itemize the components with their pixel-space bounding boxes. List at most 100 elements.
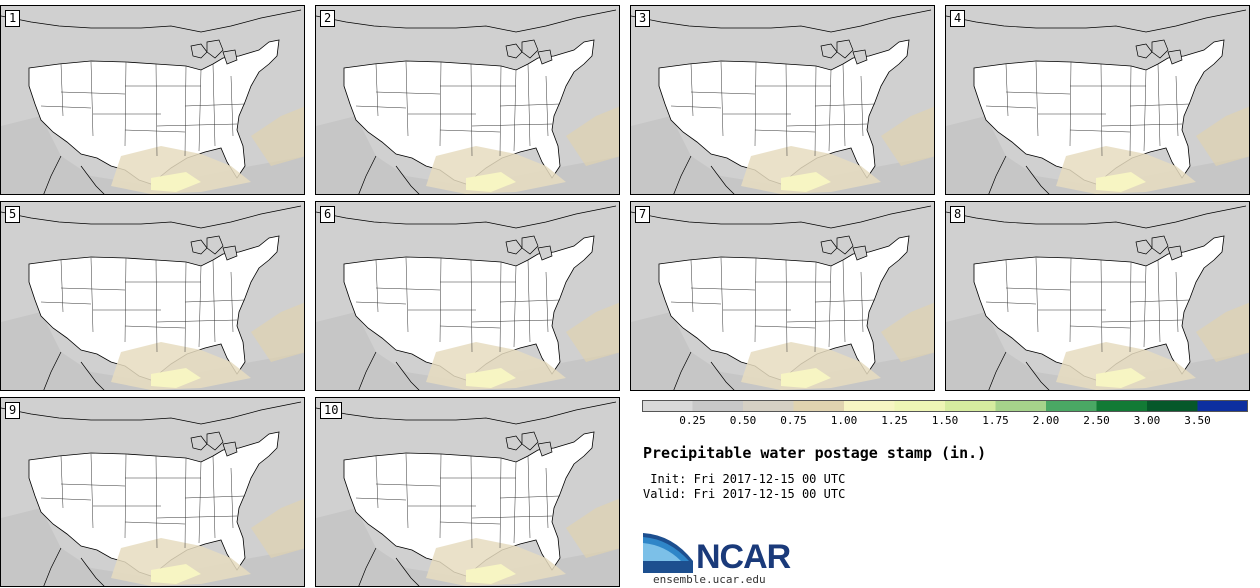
state-border [814,261,817,353]
state-border [828,265,832,348]
gulf-moisture [1056,146,1196,194]
state-border [471,515,553,519]
state-border [1069,61,1072,147]
colorbar-swatch [692,400,744,412]
state-border [155,259,158,353]
state-border [60,91,126,95]
state-border [198,265,202,348]
state-border [198,69,202,152]
init-time: Init: Fri 2017-12-15 00 UTC [643,472,846,486]
member-label: 5 [5,206,21,223]
gulf-moisture [111,342,251,390]
state-border [1157,259,1161,343]
state-border [439,257,442,343]
postage-stamp-panel-1: 1 [0,5,305,195]
colorbar-tick-label: 2.00 [1032,414,1060,427]
canada-border [631,205,932,229]
state-border [1129,65,1132,157]
canada-border [1,9,302,33]
state-border [1100,63,1103,157]
mexico-coast [358,351,420,390]
state-border [439,129,501,133]
state-border [754,257,757,343]
state-border [1157,63,1161,147]
state-border [90,257,94,333]
colorbar-swatch [945,400,996,412]
high-pw-area [466,564,516,584]
state-border [690,287,756,291]
atlantic-moisture [1196,302,1249,362]
gulf-moisture [426,146,566,194]
state-border [212,259,216,343]
state-border [40,105,92,109]
map-canvas [631,202,934,390]
colorbar-tick-label: 0.75 [780,414,807,427]
postage-stamp-panel-8: 8 [945,201,1250,391]
state-border [124,453,127,539]
atlantic-moisture [566,498,619,558]
state-border [828,69,832,152]
state-border [198,461,202,544]
atlantic-moisture [251,302,304,362]
high-pw-area [1096,172,1146,192]
state-border [375,287,441,291]
state-border [212,63,216,147]
state-border [439,61,442,147]
state-border [985,301,1037,305]
state-border [842,259,846,343]
gulf-moisture [111,538,251,586]
state-border [60,259,64,313]
state-border [985,105,1037,109]
mexico-coast [673,155,735,194]
state-border [40,301,92,305]
state-border [375,483,441,487]
state-border [513,265,517,348]
valid-time: Valid: Fri 2017-12-15 00 UTC [643,487,846,501]
state-border [156,515,238,519]
state-border [1101,123,1183,127]
postage-stamp-panel-7: 7 [630,201,935,391]
map-canvas [316,6,619,194]
state-border [439,325,501,329]
state-border [470,455,473,549]
state-border [230,467,234,529]
colorbar-swatch [1147,400,1198,412]
mexico-coast [43,155,105,194]
high-pw-area [466,172,516,192]
mexico-coast [358,155,420,194]
state-border [786,123,868,127]
state-border [355,301,407,305]
state-border [1143,265,1147,348]
high-pw-area [1096,368,1146,388]
colorbar-swatch [793,400,845,412]
atlantic-moisture [566,106,619,166]
state-border [1005,63,1009,117]
state-border [1035,257,1039,333]
canada-border [316,9,617,33]
member-label: 6 [320,206,336,223]
high-pw-area [151,172,201,192]
state-border [814,299,876,303]
colorbar-swatch [844,400,895,412]
map-canvas [946,6,1249,194]
mexico-coast [43,547,105,586]
state-border [124,61,127,147]
colorbar-swatch [995,400,1047,412]
state-border [184,103,246,107]
colorbar-swatch [743,400,794,412]
map-canvas [316,202,619,390]
state-border [155,455,158,549]
state-border [156,319,238,323]
gulf-moisture [1056,342,1196,390]
map-canvas [1,6,304,194]
state-border [405,61,409,137]
state-border [124,325,186,329]
state-border [720,257,724,333]
state-border [545,75,549,137]
state-border [1129,261,1132,353]
state-border [499,457,502,549]
canada-border [946,9,1247,33]
state-border [785,259,788,353]
state-border [355,497,407,501]
great-lakes [190,235,238,261]
